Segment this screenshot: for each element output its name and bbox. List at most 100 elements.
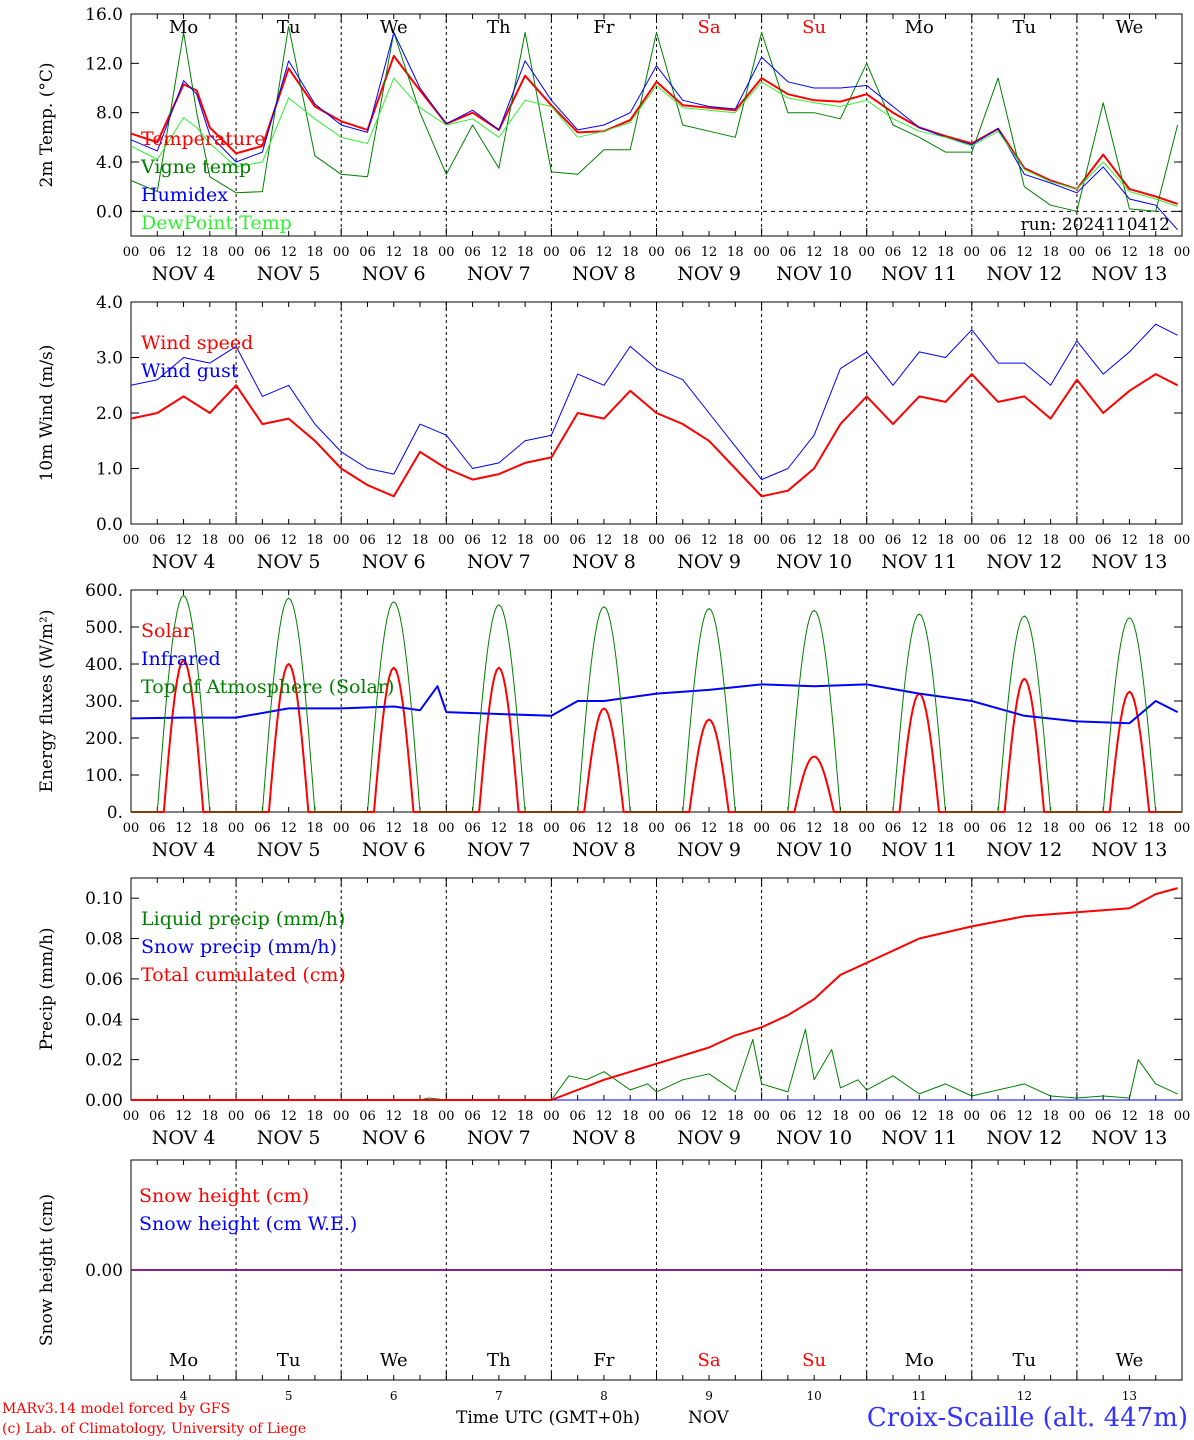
date-label: NOV 7 (467, 263, 531, 285)
footer-month: NOV (688, 1408, 730, 1428)
hour-label: 12 (280, 245, 297, 260)
hour-label: 12 (806, 245, 823, 260)
panel-2: 0.0 1.0 2.0 3.0 4.0 10m Wind (m/s) Wind speed W… (37, 293, 1190, 573)
series-line-vigne-temp (130, 25, 1179, 212)
hour-label: 12 (1016, 1109, 1033, 1124)
day-number-label: 11 (912, 1389, 927, 1403)
date-label: NOV 11 (881, 551, 957, 573)
hour-label: 12 (596, 245, 613, 260)
weekday-label: Fr (593, 1350, 614, 1371)
weekday-label: Su (802, 1350, 826, 1371)
weekday-label: Th (487, 17, 511, 38)
hour-label: 00 (1174, 245, 1191, 260)
date-label: NOV 6 (362, 263, 426, 285)
hour-label: 06 (675, 533, 692, 548)
weekday-label: We (1116, 1350, 1144, 1371)
date-label: NOV 13 (1092, 551, 1168, 573)
weekday-label: We (380, 17, 408, 38)
hour-label: 00 (1069, 1109, 1086, 1124)
y-tick-label: 600. (85, 581, 123, 601)
hour-label: 06 (359, 245, 376, 260)
date-label: NOV 4 (152, 263, 216, 285)
hour-label: 06 (780, 245, 797, 260)
hour-label: 18 (307, 1109, 324, 1124)
series-line-humidex (130, 32, 1178, 231)
hour-label: 12 (911, 245, 928, 260)
y-tick-label: 0.00 (85, 1261, 123, 1281)
hour-label: 12 (491, 821, 508, 836)
hour-label: 00 (964, 1109, 981, 1124)
hour-label: 12 (175, 245, 192, 260)
y-axis-label: Precip (mm/h) (37, 927, 57, 1050)
y-tick-label: 500. (85, 618, 123, 638)
hour-label: 00 (228, 533, 245, 548)
hour-label: 18 (412, 533, 429, 548)
footer-xlabel: Time UTC (GMT+0h) (456, 1408, 640, 1428)
hour-label: 06 (359, 821, 376, 836)
hour-label: 00 (438, 533, 455, 548)
weekday-label: Mo (169, 1350, 198, 1371)
hour-label: 06 (780, 821, 797, 836)
hour-label: 06 (990, 821, 1007, 836)
legend-entry: Infrared (141, 648, 221, 670)
hour-label: 06 (569, 245, 586, 260)
legend-entry: Snow height (cm W.E.) (139, 1213, 357, 1235)
date-label: NOV 10 (776, 839, 852, 861)
day-number-label: 5 (285, 1389, 293, 1403)
hour-label: 00 (648, 1109, 665, 1124)
series-line-top-of-atmosphere-solar- (131, 595, 1182, 813)
hour-label: 00 (333, 1109, 350, 1124)
hour-label: 00 (648, 821, 665, 836)
y-tick-label: 0.08 (85, 930, 123, 950)
hour-label: 06 (1095, 1109, 1112, 1124)
hour-label: 06 (885, 821, 902, 836)
hour-label: 18 (832, 1109, 849, 1124)
hour-label: 00 (543, 533, 560, 548)
hour-label: 00 (543, 1109, 560, 1124)
hour-label: 06 (464, 533, 481, 548)
hour-label: 18 (1147, 821, 1164, 836)
legend-entry: Solar (141, 620, 193, 642)
footer-lab: (c) Lab. of Climatology, University of L… (2, 1421, 306, 1437)
hour-label: 18 (307, 533, 324, 548)
hour-label: 00 (964, 245, 981, 260)
hour-label: 12 (701, 1109, 718, 1124)
date-label: NOV 5 (257, 839, 321, 861)
hour-label: 18 (832, 245, 849, 260)
legend-entry: Liquid precip (mm/h) (141, 908, 345, 930)
series-line-infrared (130, 683, 1179, 725)
date-label: NOV 7 (467, 551, 531, 573)
date-label: NOV 11 (881, 839, 957, 861)
weekday-label: Mo (169, 17, 198, 38)
hour-label: 12 (701, 245, 718, 260)
legend-entry: Wind speed (141, 332, 253, 354)
panel-1: 0.0 4.0 8.0 12.0 16.0 2m Temp. (°C) Temperatur… (37, 5, 1190, 285)
hour-label: 18 (1042, 1109, 1059, 1124)
day-number-label: 7 (495, 1389, 503, 1403)
hour-label: 12 (280, 1109, 297, 1124)
y-tick-label: 400. (85, 655, 123, 675)
weekday-label: We (380, 1350, 408, 1371)
date-label: NOV 12 (986, 839, 1062, 861)
station-title: Croix-Scaille (alt. 447m) (867, 1403, 1188, 1433)
hour-label: 18 (1147, 533, 1164, 548)
weekday-label: Fr (593, 17, 614, 38)
weekday-label: Mo (905, 17, 934, 38)
hour-label: 06 (780, 533, 797, 548)
hour-label: 06 (990, 1109, 1007, 1124)
hour-label: 00 (1174, 533, 1191, 548)
date-label: NOV 5 (257, 551, 321, 573)
panel-4: 0.00 0.02 0.04 0.06 0.08 0.10 Precip (mm/h) Liq… (37, 877, 1190, 1149)
hour-label: 18 (307, 245, 324, 260)
hour-label: 18 (412, 821, 429, 836)
hour-label: 06 (1095, 245, 1112, 260)
date-label: NOV 9 (677, 551, 741, 573)
date-label: NOV 9 (677, 1127, 741, 1149)
hour-label: 12 (175, 821, 192, 836)
day-number-label: 12 (1017, 1389, 1032, 1403)
hour-label: 00 (123, 1109, 140, 1124)
y-tick-label: 0.0 (96, 515, 123, 535)
date-label: NOV 13 (1092, 1127, 1168, 1149)
date-label: NOV 4 (152, 839, 216, 861)
y-tick-label: 0.02 (85, 1051, 123, 1071)
